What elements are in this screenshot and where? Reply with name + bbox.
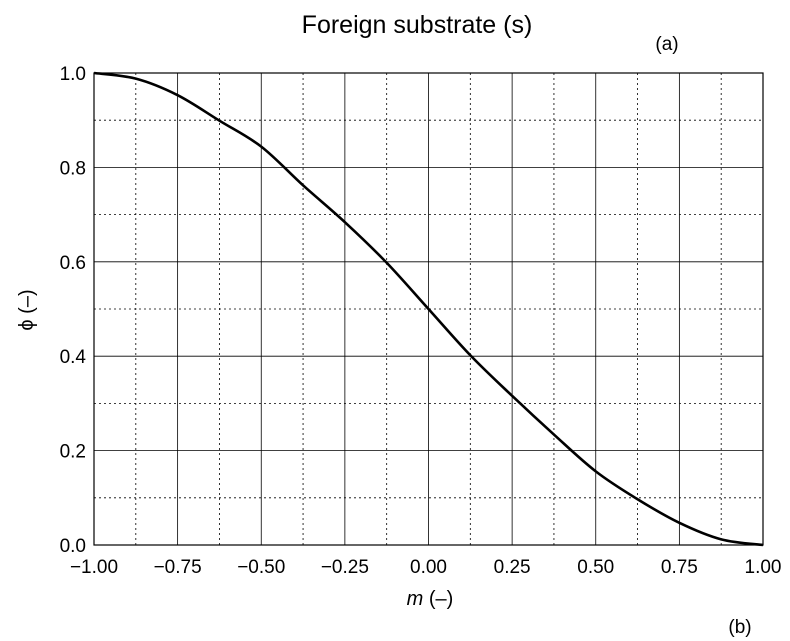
chart-title: Foreign substrate (s) [302,11,533,39]
y-axis-label: ϕ (–) [16,289,38,330]
x-tick-label: 0.75 [661,557,698,578]
series-line-0 [93,71,764,547]
panel-label-bottom: (b) [728,617,751,638]
x-tick-label: −0.25 [321,557,369,578]
x-axis-unit: (–) [423,588,453,610]
x-tick-label: −0.75 [154,557,202,578]
plot-border [93,72,764,546]
series-layer [93,71,764,547]
x-tick-label: 1.00 [745,557,782,578]
x-tick-label: 0.50 [577,557,614,578]
x-tick-label: −1.00 [70,557,118,578]
y-tick-label: 0.6 [60,253,86,274]
y-tick-label: 0.0 [60,536,86,557]
panel-label-top: (a) [655,34,678,55]
x-tick-label: −0.50 [237,557,285,578]
tick-labels: −1.00 −0.75 −0.50 −0.25 0.00 0.25 0.50 0.75 1.00… [60,64,782,578]
y-tick-label: 0.4 [60,347,87,368]
x-axis-variable: m [407,588,424,610]
x-tick-label: 0.25 [494,557,531,578]
y-tick-label: 0.8 [60,158,86,179]
y-tick-label: 1.0 [60,64,86,85]
x-axis-label: m (–) [407,588,454,610]
plot-frame [93,72,764,546]
y-tick-label: 0.2 [60,442,86,463]
x-tick-label: 0.00 [410,557,447,578]
